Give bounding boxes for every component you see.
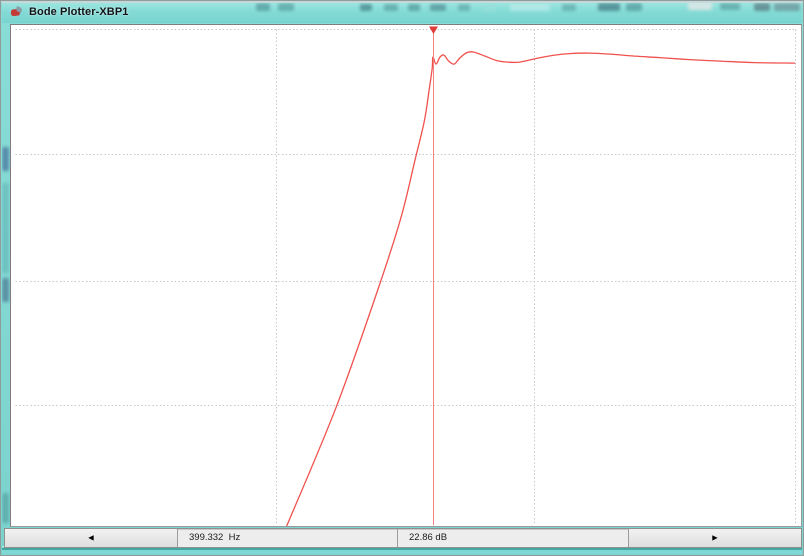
- left-glass-edge: [2, 23, 10, 546]
- glass-artifact: [360, 4, 372, 11]
- cursor-scroll-bar: ◄ 399.332 Hz 22.86 dB ►: [4, 528, 802, 548]
- glass-artifact: [598, 3, 620, 11]
- glass-artifact: [430, 4, 446, 11]
- frequency-cursor[interactable]: [429, 26, 438, 526]
- glass-artifact: [482, 4, 496, 11]
- plot-grid: [15, 29, 797, 525]
- window-title: Bode Plotter-XBP1: [29, 6, 129, 18]
- cursor-right-button[interactable]: ►: [629, 529, 801, 547]
- glass-artifact: [720, 3, 740, 10]
- plot-panel: [10, 24, 802, 527]
- glass-artifact: [384, 4, 398, 11]
- glass-artifact: [626, 3, 642, 11]
- title-bar[interactable]: Bode Plotter-XBP1: [2, 2, 802, 23]
- magnitude-curve: [286, 51, 796, 526]
- right-arrow-icon: ►: [710, 532, 720, 543]
- glass-artifact: [458, 4, 470, 11]
- cursor-marker-icon: [429, 26, 438, 34]
- glass-artifact: [688, 2, 712, 10]
- cursor-left-button[interactable]: ◄: [5, 529, 178, 547]
- glass-artifact: [754, 3, 770, 11]
- glass-artifact: [774, 3, 800, 11]
- bode-plot-svg: [15, 26, 797, 526]
- magnitude-readout-panel: 22.86 dB: [398, 529, 629, 547]
- left-arrow-icon: ◄: [86, 532, 96, 543]
- glass-artifact: [562, 4, 576, 11]
- glass-artifact: [408, 4, 420, 11]
- frequency-readout: 399.332 Hz: [189, 532, 241, 544]
- magnitude-readout: 22.86 dB: [409, 532, 448, 544]
- glass-artifact: [256, 3, 270, 11]
- glass-artifact: [510, 4, 550, 11]
- glass-artifact: [278, 3, 294, 11]
- frequency-readout-panel: 399.332 Hz: [178, 529, 398, 547]
- bode-plotter-app-icon: [10, 6, 23, 19]
